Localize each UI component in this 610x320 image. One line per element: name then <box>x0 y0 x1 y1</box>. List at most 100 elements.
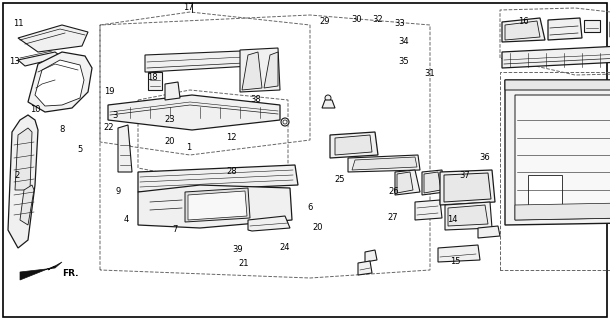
Polygon shape <box>35 60 84 106</box>
Polygon shape <box>335 135 372 155</box>
Polygon shape <box>502 18 545 42</box>
Text: 4: 4 <box>123 215 129 225</box>
Text: 30: 30 <box>352 15 362 25</box>
Circle shape <box>281 118 289 126</box>
Circle shape <box>368 253 374 259</box>
Text: 36: 36 <box>479 154 490 163</box>
Circle shape <box>460 187 470 197</box>
Text: 17: 17 <box>182 3 193 12</box>
Polygon shape <box>448 205 488 226</box>
Text: 20: 20 <box>165 138 175 147</box>
Circle shape <box>568 133 610 177</box>
Text: 23: 23 <box>165 116 175 124</box>
Polygon shape <box>502 42 610 68</box>
Polygon shape <box>548 18 582 40</box>
Text: 37: 37 <box>459 171 470 180</box>
Polygon shape <box>185 188 250 222</box>
Text: 28: 28 <box>227 167 237 177</box>
Polygon shape <box>248 216 290 231</box>
Polygon shape <box>18 25 88 52</box>
Polygon shape <box>515 202 610 220</box>
Polygon shape <box>515 95 610 220</box>
Text: 20: 20 <box>313 223 323 233</box>
Polygon shape <box>424 172 441 193</box>
Text: 24: 24 <box>280 244 290 252</box>
Polygon shape <box>118 125 132 172</box>
Polygon shape <box>148 72 162 90</box>
Polygon shape <box>108 95 280 130</box>
Text: 32: 32 <box>373 15 383 25</box>
Circle shape <box>553 28 559 33</box>
Text: 5: 5 <box>77 146 82 155</box>
Text: 21: 21 <box>239 259 249 268</box>
Polygon shape <box>365 250 377 262</box>
Circle shape <box>570 28 575 33</box>
Text: 2: 2 <box>15 171 20 180</box>
Text: 25: 25 <box>335 175 345 185</box>
Text: 22: 22 <box>104 124 114 132</box>
Text: 8: 8 <box>59 125 65 134</box>
Polygon shape <box>188 191 247 220</box>
Polygon shape <box>330 132 378 158</box>
Polygon shape <box>348 155 420 172</box>
Circle shape <box>518 208 522 212</box>
Polygon shape <box>415 200 442 220</box>
Circle shape <box>169 87 175 93</box>
Circle shape <box>518 158 522 162</box>
Polygon shape <box>3 3 607 317</box>
Text: 14: 14 <box>447 215 458 225</box>
Polygon shape <box>395 170 420 195</box>
Text: 19: 19 <box>104 87 114 97</box>
Text: 26: 26 <box>389 188 400 196</box>
Circle shape <box>518 108 522 112</box>
Circle shape <box>562 127 610 183</box>
Polygon shape <box>422 170 445 195</box>
Polygon shape <box>15 128 32 190</box>
Text: 39: 39 <box>232 245 243 254</box>
Text: 38: 38 <box>251 95 261 105</box>
Polygon shape <box>28 52 92 112</box>
Polygon shape <box>438 245 480 262</box>
Polygon shape <box>322 100 335 108</box>
Text: 16: 16 <box>518 18 528 27</box>
Polygon shape <box>584 20 600 32</box>
Polygon shape <box>528 175 562 212</box>
Text: 10: 10 <box>30 106 40 115</box>
Text: FR.: FR. <box>62 268 79 277</box>
Text: 34: 34 <box>399 37 409 46</box>
Polygon shape <box>505 80 610 225</box>
Polygon shape <box>20 185 34 225</box>
Text: 1: 1 <box>187 143 192 153</box>
Text: 18: 18 <box>146 74 157 83</box>
Circle shape <box>348 139 360 151</box>
Text: 33: 33 <box>395 20 406 28</box>
Circle shape <box>70 37 74 41</box>
Circle shape <box>457 212 467 222</box>
Text: 27: 27 <box>388 213 398 222</box>
Text: 29: 29 <box>320 18 330 27</box>
Polygon shape <box>165 82 180 100</box>
Polygon shape <box>505 80 610 90</box>
Polygon shape <box>352 157 417 170</box>
Polygon shape <box>145 50 268 72</box>
Text: 3: 3 <box>112 110 118 119</box>
Text: 12: 12 <box>226 133 236 142</box>
Polygon shape <box>138 185 292 228</box>
Circle shape <box>561 28 567 33</box>
Text: 6: 6 <box>307 204 313 212</box>
Text: 9: 9 <box>115 188 121 196</box>
Polygon shape <box>397 172 413 193</box>
Circle shape <box>485 230 491 236</box>
Circle shape <box>53 33 57 37</box>
Text: 13: 13 <box>9 58 20 67</box>
Polygon shape <box>18 52 62 66</box>
Polygon shape <box>358 261 372 275</box>
Text: 11: 11 <box>13 19 23 28</box>
Circle shape <box>283 120 287 124</box>
Polygon shape <box>505 21 540 40</box>
Circle shape <box>518 133 522 137</box>
Polygon shape <box>242 52 262 90</box>
Polygon shape <box>478 226 500 238</box>
Text: 15: 15 <box>450 258 461 267</box>
Circle shape <box>461 176 469 184</box>
